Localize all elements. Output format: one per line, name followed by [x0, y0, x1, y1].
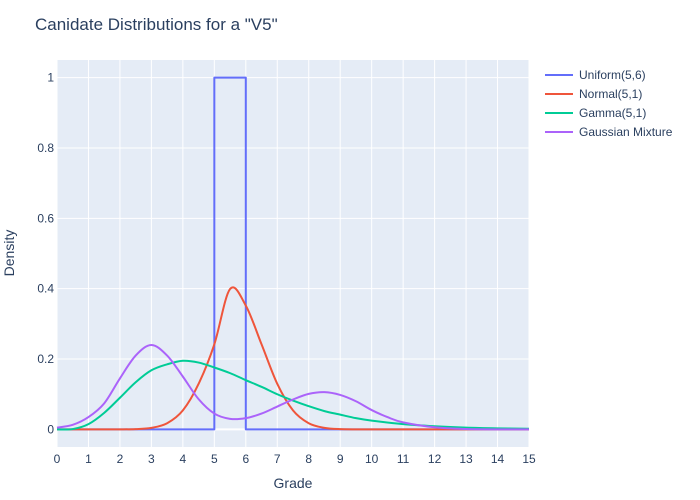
y-tick-label: 0.2 — [37, 352, 54, 366]
legend-label: Gaussian Mixture — [579, 125, 673, 139]
x-tick-label: 9 — [337, 452, 344, 466]
y-axis-title: Density — [1, 230, 17, 277]
x-tick-label: 10 — [365, 452, 379, 466]
x-tick-label: 8 — [305, 452, 312, 466]
x-tick-label: 1 — [85, 452, 92, 466]
y-tick-label: 0.6 — [37, 211, 54, 225]
y-tick-label: 0.8 — [37, 141, 54, 155]
x-tick-label: 2 — [117, 452, 124, 466]
x-tick-label: 4 — [180, 452, 187, 466]
legend-item-normal-5-1[interactable]: Normal(5,1) — [545, 87, 642, 101]
legend[interactable]: Uniform(5,6) Normal(5,1) Gamma(5,1) Gaussia… — [545, 68, 673, 139]
grid-lines — [56, 60, 530, 447]
series-lines — [56, 76, 530, 431]
chart-title: Canidate Distributions for a "V5" — [35, 15, 278, 34]
x-tick-label: 0 — [54, 452, 61, 466]
x-tick-label: 3 — [148, 452, 155, 466]
x-tick-label: 13 — [459, 452, 473, 466]
y-tick-label: 1 — [47, 71, 54, 85]
x-tick-label: 6 — [242, 452, 249, 466]
x-tick-label: 14 — [491, 452, 505, 466]
x-tick-label: 7 — [274, 452, 281, 466]
x-tick-label: 5 — [211, 452, 218, 466]
legend-item-uniform-5-6[interactable]: Uniform(5,6) — [545, 68, 646, 82]
y-tick-label: 0 — [47, 422, 54, 436]
legend-item-gaussian-mixture[interactable]: Gaussian Mixture — [545, 125, 673, 139]
x-tick-label: 11 — [397, 452, 410, 466]
series-line-gamma-5-1 — [56, 359, 530, 431]
x-tick-label: 12 — [428, 452, 442, 466]
series-line-gaussian-mixture — [56, 343, 530, 431]
legend-label: Normal(5,1) — [579, 87, 642, 101]
series-line-normal-5-1 — [57, 286, 529, 431]
x-tick-label: 15 — [522, 452, 536, 466]
legend-label: Uniform(5,6) — [579, 68, 646, 82]
legend-item-gamma-5-1[interactable]: Gamma(5,1) — [545, 106, 646, 120]
legend-label: Gamma(5,1) — [579, 106, 646, 120]
y-tick-label: 0.4 — [37, 282, 54, 296]
x-axis-title: Grade — [274, 475, 313, 491]
series-line-uniform-5-6 — [57, 76, 529, 431]
